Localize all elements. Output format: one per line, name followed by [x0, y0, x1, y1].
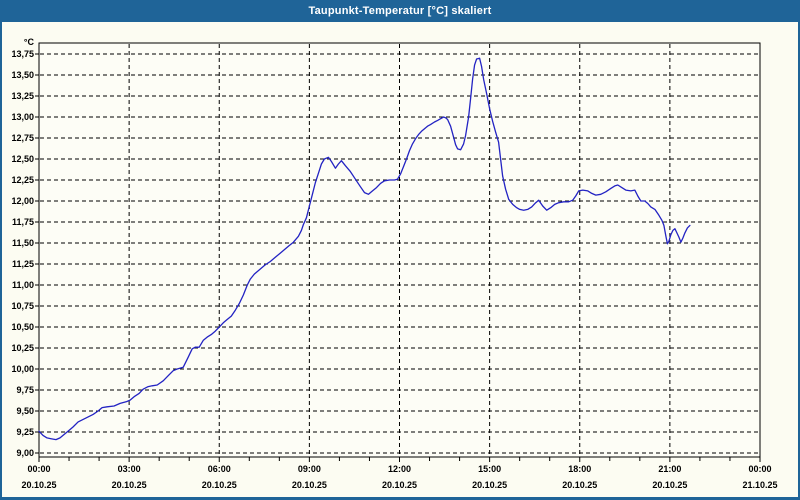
y-axis-tick-label: 12,50: [11, 154, 34, 164]
y-axis-tick-label: 12,25: [11, 175, 34, 185]
x-axis-date-label: 20.10.25: [652, 480, 688, 490]
y-axis-tick-label: 13,25: [11, 91, 34, 101]
y-axis-tick-label: 12,75: [11, 133, 34, 143]
x-axis-time-label: 21:00: [658, 464, 682, 474]
y-axis-tick-label: 13,00: [11, 112, 34, 122]
x-axis-date-label: 20.10.25: [381, 480, 418, 490]
x-axis-date-label: 20.10.25: [472, 480, 508, 490]
title-bar: Taupunkt-Temperatur [°C] skaliert: [0, 0, 800, 22]
window-title: Taupunkt-Temperatur [°C] skaliert: [308, 5, 492, 17]
y-axis-tick-label: 10,75: [11, 301, 34, 311]
y-axis-tick-label: 13,75: [11, 49, 34, 59]
x-axis-date-label: 21.10.25: [742, 480, 778, 490]
y-axis-tick-label: 11,75: [11, 217, 34, 227]
y-axis-tick-label: 13,50: [11, 70, 34, 80]
x-axis-time-label: 09:00: [297, 464, 321, 474]
y-axis-tick-label: 10,00: [11, 364, 34, 374]
x-axis-time-label: 15:00: [478, 464, 502, 474]
y-axis-tick-label: 9,00: [16, 448, 34, 458]
x-axis-date-label: 20.10.25: [291, 480, 327, 490]
x-axis-time-label: 18:00: [568, 464, 592, 474]
y-axis-tick-label: 12,00: [11, 196, 34, 206]
x-axis-date-label: 20.10.25: [201, 480, 237, 490]
x-axis-time-label: 06:00: [207, 464, 231, 474]
y-axis-tick-label: 9,75: [16, 385, 34, 395]
x-axis-date-label: 20.10.25: [21, 480, 57, 490]
y-axis-tick-label: 10,50: [11, 322, 34, 332]
x-axis-time-label: 00:00: [748, 464, 772, 474]
y-axis-tick-label: 10,25: [11, 343, 34, 353]
y-axis-tick-label: 11,00: [11, 280, 34, 290]
y-axis-tick-label: 11,50: [11, 238, 34, 248]
series-line: [38, 57, 691, 441]
x-axis-date-label: 20.10.25: [111, 480, 147, 490]
x-axis-time-label: 00:00: [27, 464, 51, 474]
x-axis-date-label: 20.10.25: [562, 480, 598, 490]
y-axis-tick-label: 9,50: [16, 406, 34, 416]
y-axis-tick-label: 9,25: [16, 427, 34, 437]
x-axis-time-label: 03:00: [117, 464, 141, 474]
y-axis-unit-label: °C: [23, 37, 34, 47]
x-axis-time-label: 12:00: [387, 464, 412, 474]
y-axis-tick-label: 11,25: [11, 259, 34, 269]
